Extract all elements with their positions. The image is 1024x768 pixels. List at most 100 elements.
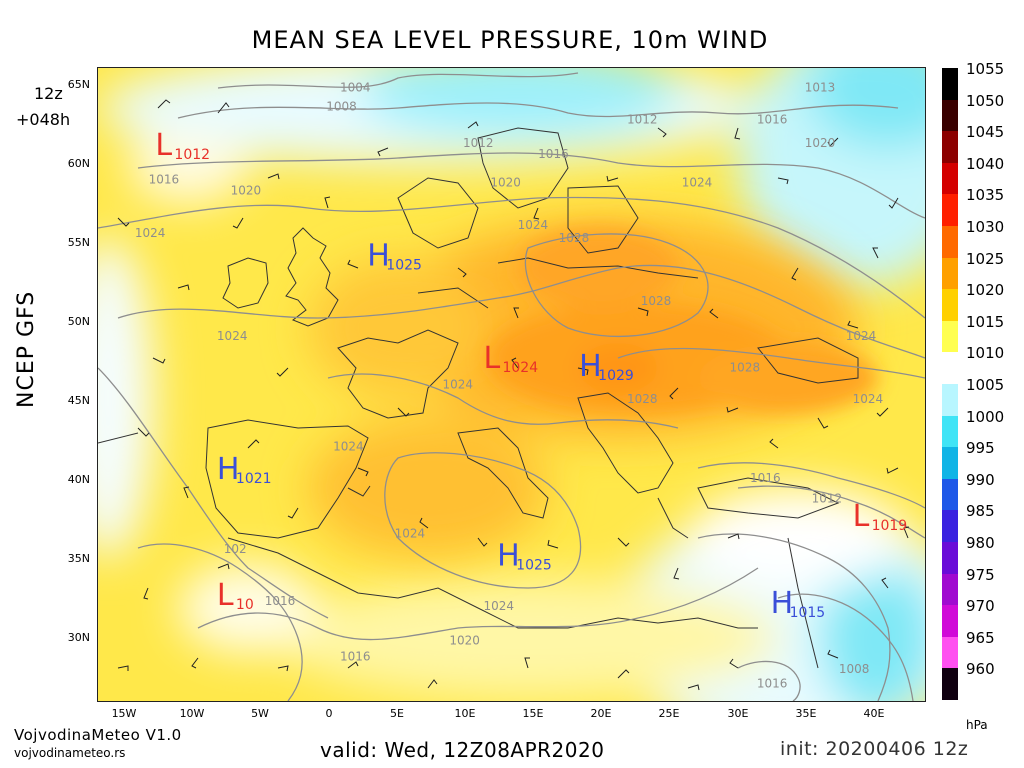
colorbar-cell <box>942 68 958 100</box>
pressure-center-letter: L <box>853 499 870 534</box>
colorbar-label: 1035 <box>966 186 1005 205</box>
lon-tick-40e: 40E <box>863 707 885 720</box>
colorbar-label: 1010 <box>966 344 1005 363</box>
lat-tick-45n: 45N <box>67 394 90 407</box>
init-time: init: 20200406 12z <box>780 738 969 760</box>
lat-tick-65n: 65N <box>67 78 90 91</box>
isobar-label: 1024 <box>442 378 473 392</box>
pressure-center-letter: H <box>217 452 240 487</box>
isobar-labels: 1004 1008 1012 1012 1016 1016 1020 1016 1020 1020… <box>135 81 883 691</box>
isobar-label: 1024 <box>518 218 549 232</box>
colorbar-cell <box>942 225 958 258</box>
colorbar-cell <box>942 194 958 226</box>
map-panel: 1004 1008 1012 1012 1016 1016 1020 1016 1020 1020… <box>97 67 926 702</box>
colorbar-cell <box>942 289 958 321</box>
isobar-label: 1012 <box>812 492 843 506</box>
isobar-label: 1028 <box>730 360 761 374</box>
valid-time: valid: Wed, 12Z08APR2020 <box>320 738 605 762</box>
lat-tick-40n: 40N <box>67 473 90 486</box>
map-canvas: 1004 1008 1012 1012 1016 1016 1020 1016 1020 1020… <box>98 68 925 701</box>
isobar-label: 1028 <box>559 231 590 245</box>
colorbar-label: 970 <box>966 597 995 616</box>
lon-tick-0: 0 <box>325 707 333 720</box>
pressure-center-letter: H <box>367 239 390 274</box>
colorbar-cell <box>942 257 958 290</box>
isobar-label: 1028 <box>627 392 658 406</box>
colorbar-label: 980 <box>966 534 995 552</box>
isobar-label: 1008 <box>839 662 870 676</box>
isobar-label: 1016 <box>757 676 788 690</box>
colorbar-label: 1005 <box>966 376 1005 394</box>
colorbar-cell <box>942 573 958 606</box>
lon-tick-5w: 5W <box>251 707 269 720</box>
colorbar-cell <box>942 636 958 669</box>
colorbar-label: 975 <box>966 565 995 584</box>
pressure-center-value: 1021 <box>236 471 272 487</box>
pressure-center-value: 1012 <box>174 147 210 163</box>
model-label: NCEP GFS <box>14 290 39 408</box>
isobar-label: 1024 <box>395 526 426 540</box>
low-pressure-center: L 1024 <box>483 341 538 376</box>
colorbar-label: 1000 <box>966 407 1005 426</box>
lon-tick-5e: 5E <box>390 707 404 720</box>
colorbar-cell <box>942 352 958 384</box>
isobar-label: 1020 <box>805 136 836 150</box>
isobars <box>98 72 925 701</box>
isobar-label: 1020 <box>449 634 480 648</box>
low-pressure-center: L 10 <box>217 578 254 613</box>
pressure-center-letter: L <box>217 578 234 613</box>
lon-tick-30e: 30E <box>727 707 749 720</box>
isobar-label: 1012 <box>627 112 658 126</box>
isobar-label: 1020 <box>231 183 262 197</box>
lat-tick-30n: 30N <box>67 631 90 644</box>
isobar-label: 1024 <box>333 439 364 453</box>
colorbar-label: 1030 <box>966 218 1005 236</box>
isobar-label: 1013 <box>805 81 836 95</box>
pressure-center-value: 10 <box>236 597 254 613</box>
isobar-label: 102 <box>224 542 247 556</box>
lon-tick-15w: 15W <box>111 707 137 720</box>
colorbar-cell <box>942 99 958 132</box>
isobar-label: 1020 <box>490 176 521 190</box>
colorbar-cell <box>942 383 958 416</box>
lon-tick-35e: 35E <box>795 707 817 720</box>
pressure-center-value: 1019 <box>872 518 908 534</box>
colorbar-unit: hPa <box>966 718 988 732</box>
isobar-label: 1016 <box>340 650 371 664</box>
pressure-center-value: 1029 <box>598 368 634 384</box>
lat-tick-60n: 60N <box>67 157 90 170</box>
colorbar-label: 1020 <box>966 281 1005 300</box>
credit-name: VojvodinaMeteo V1.0 <box>14 726 182 744</box>
pressure-center-letter: L <box>155 128 172 163</box>
colorbar-cell <box>942 541 958 574</box>
isobar-label: 1024 <box>135 226 166 240</box>
lat-tick-50n: 50N <box>67 315 90 328</box>
colorbar-label: 1015 <box>966 312 1005 331</box>
colorbar-cell <box>942 320 958 353</box>
colorbar-cell <box>942 478 958 511</box>
isobar-label: 1004 <box>340 81 371 95</box>
lon-tick-10e: 10E <box>454 707 476 720</box>
colorbar-cell <box>942 605 958 637</box>
pressure-center-value: 1025 <box>516 558 552 574</box>
colorbar-cell <box>942 415 958 448</box>
isobar-label: 1024 <box>853 392 884 406</box>
colorbar-label: 1045 <box>966 123 1005 142</box>
colorbar-label: 990 <box>966 470 995 489</box>
isobar-label: 1016 <box>265 594 296 608</box>
run-time-label: 12z <box>34 84 63 103</box>
isobar-label: 1024 <box>846 329 877 343</box>
colorbar-cell <box>942 447 958 479</box>
lon-tick-20e: 20E <box>590 707 612 720</box>
pressure-center-value: 1015 <box>790 605 826 621</box>
colorbar-label: 960 <box>966 660 995 679</box>
colorbar-cell <box>942 668 958 700</box>
pressure-center-letter: L <box>483 341 500 376</box>
lon-tick-10w: 10W <box>179 707 205 720</box>
wind-barbs <box>117 99 910 691</box>
pressure-center-letter: H <box>579 349 602 384</box>
